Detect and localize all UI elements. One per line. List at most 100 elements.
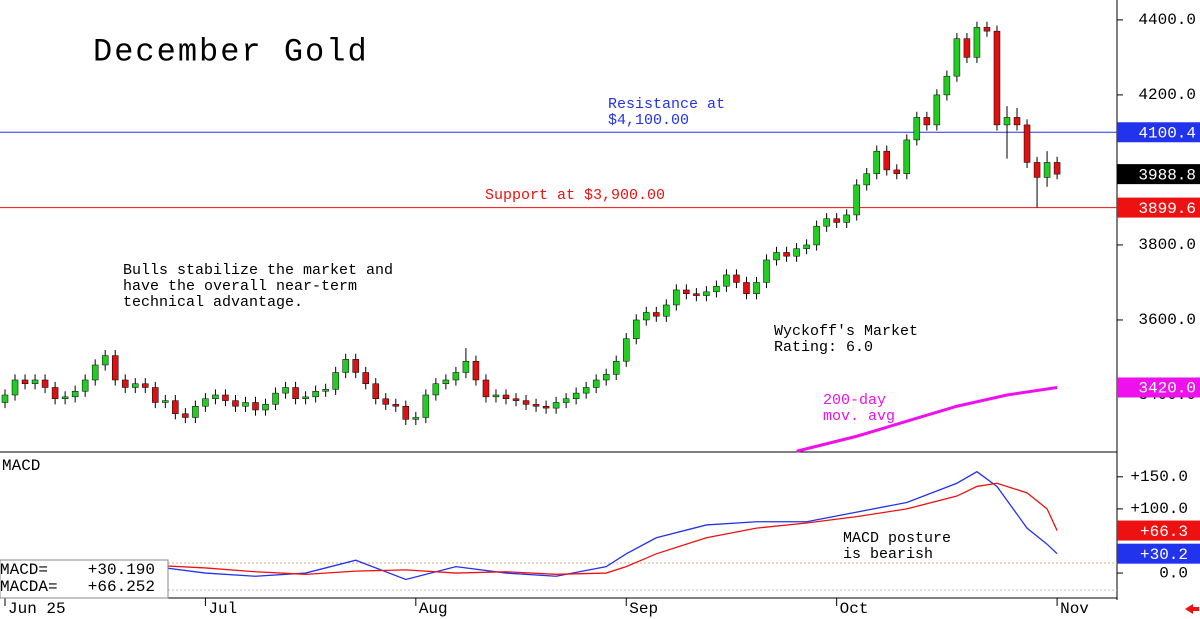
candle-body (793, 248, 800, 257)
candle-body (342, 359, 349, 373)
legend-box (0, 559, 169, 599)
candle-body (703, 291, 710, 296)
candle-body (452, 372, 460, 381)
annotation: 200-day (823, 392, 886, 409)
y-tick-label: 4400.0 (1138, 11, 1196, 29)
candle-body (21, 379, 29, 384)
macd-badge (1117, 520, 1200, 541)
candle-body (51, 387, 59, 399)
candle-body (633, 319, 640, 339)
candle-body (983, 27, 991, 32)
candle-body (41, 379, 49, 388)
level-label: 3899.6 (1138, 200, 1196, 218)
candle-body (933, 94, 941, 126)
candle-body (182, 413, 189, 418)
candle-body (973, 27, 981, 58)
candle-body (753, 282, 760, 294)
x-tick-label: Oct (840, 600, 869, 618)
candle-body (362, 372, 369, 384)
annotation: MACD posture (843, 530, 951, 547)
candle-body (442, 379, 450, 384)
candle-body (242, 402, 249, 407)
candle-body (152, 387, 159, 403)
candle-body (302, 396, 309, 399)
candle-body (763, 259, 770, 283)
macd-badge-label: +66.3 (1140, 523, 1188, 541)
x-tick-label: Jun 25 (8, 600, 66, 618)
candle-body (352, 359, 359, 373)
candle-body (81, 379, 89, 392)
candle-body (212, 394, 219, 399)
macd-badge-label: +30.2 (1140, 546, 1188, 564)
candle-body (422, 394, 430, 418)
y-tick-label: +150.0 (1130, 468, 1188, 486)
y-tick-label: 4200.0 (1138, 86, 1196, 104)
candle-body (332, 372, 339, 390)
x-tick-label: Nov (1060, 600, 1089, 618)
candle-body (803, 244, 810, 249)
annotation: Wyckoff's Market (774, 323, 918, 340)
candle-body (192, 405, 199, 418)
candle-body (91, 364, 99, 381)
candle-body (101, 355, 109, 366)
candle-body (272, 392, 279, 405)
candle-body (743, 282, 750, 294)
candle-body (993, 30, 1001, 126)
moving-average (796, 385, 1058, 453)
candle-body (542, 405, 550, 409)
y-tick-label: 3600.0 (1138, 311, 1196, 329)
candle-body (833, 218, 840, 223)
candle-body (1, 394, 9, 403)
candle-body (121, 379, 129, 388)
candle-body (111, 355, 119, 381)
candle-body (582, 387, 590, 394)
candle-body (322, 389, 329, 392)
candle-body (733, 274, 740, 283)
candle-body (292, 387, 299, 399)
legend-value: +66.252 (88, 578, 155, 596)
level-label: 3420.0 (1138, 380, 1196, 398)
candle-body (943, 75, 951, 96)
candle-body (863, 173, 870, 186)
candle-body (683, 289, 690, 294)
candle-body (663, 304, 670, 317)
annotation: Support at $3,900.00 (485, 187, 665, 204)
level-badge (1117, 122, 1200, 143)
macd-line (155, 482, 1058, 575)
macd-panel-label: MACD (2, 457, 40, 475)
candle-body (1033, 162, 1041, 178)
candle-body (693, 293, 700, 296)
candle-body (572, 392, 580, 399)
candle-body (893, 169, 901, 174)
candle-body (61, 396, 69, 399)
annotation: Resistance at (608, 96, 725, 113)
candle-body (262, 404, 269, 411)
candle-body (402, 405, 410, 420)
candle-body (372, 383, 379, 399)
level-badge (1117, 164, 1200, 185)
candle-body (472, 360, 480, 381)
annotation: Rating: 6.0 (774, 339, 873, 356)
candle-body (823, 218, 830, 227)
legend-name: MACDA= (0, 578, 58, 596)
candle-body (482, 379, 490, 398)
candle-body (853, 184, 860, 216)
x-tick-label: Jul (208, 600, 237, 618)
candle-body (773, 252, 780, 261)
x-tick-label: Aug (419, 600, 448, 618)
candle-body (162, 400, 169, 403)
candle-body (713, 285, 720, 293)
candle-body (1023, 124, 1031, 163)
candle-body (883, 150, 891, 171)
legend-name: MACD= (0, 561, 48, 579)
candle-body (502, 394, 510, 399)
candle-body (552, 402, 560, 409)
level-label: 4100.4 (1138, 124, 1196, 142)
candle-body (622, 338, 630, 362)
y-tick-label: 0.0 (1159, 564, 1188, 582)
candle-body (462, 360, 470, 373)
candle-body (142, 383, 149, 388)
candle-body (1013, 117, 1021, 126)
nav-arrow[interactable] (1185, 604, 1199, 614)
